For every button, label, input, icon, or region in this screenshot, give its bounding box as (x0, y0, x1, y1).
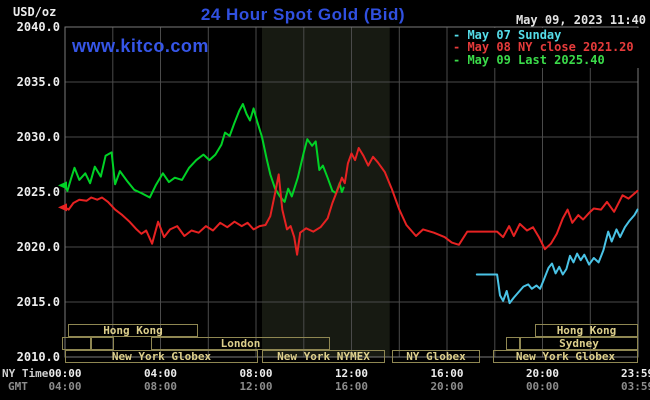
datetime-label: May 09, 2023 11:40 (515, 13, 646, 27)
y-axis-tick-label: 2020.0 (16, 240, 60, 254)
y-axis-tick-label: 2035.0 (16, 75, 60, 89)
y-axis-tick-label: 2040.0 (16, 20, 60, 34)
session-box-hong-kong: Hong Kong (535, 324, 638, 337)
x-axis-tick-ny: 16:00 (430, 367, 464, 380)
x-axis-tick-ny: 23:59 (621, 367, 650, 380)
x-axis-tick-ny: 00:00 (48, 367, 82, 380)
y-axis-tick-label: 2010.0 (16, 350, 60, 364)
session-box-new-york-globex: New York Globex (65, 350, 258, 363)
x-axis-tick-gmt: 16:00 (334, 380, 369, 393)
legend-item: - May 07 Sunday (453, 28, 562, 42)
session-box (62, 337, 91, 350)
y-axis-tick-label: 2025.0 (16, 185, 60, 199)
series-line-may07-sunday (475, 208, 639, 305)
session-box-hong-kong: Hong Kong (68, 324, 198, 337)
unit-label: USD/oz (13, 5, 57, 19)
x-axis-tick-gmt: 04:00 (48, 380, 82, 393)
x-axis-tick-ny: 20:00 (525, 367, 560, 380)
x-axis-tick-gmt: 00:00 (525, 380, 560, 393)
session-box (91, 337, 114, 350)
legend-item: - May 09 Last 2025.40 (453, 52, 605, 67)
series-start-arrow-may08 (58, 203, 67, 212)
page-title: 24 Hour Spot Gold (Bid) (200, 5, 406, 24)
x-axis-tick-ny: 04:00 (143, 367, 178, 380)
legend: - May 07 Sunday - May 08 NY close 2021.20… (449, 28, 650, 69)
session-box-new-york-globex: New York Globex (493, 350, 638, 363)
x-axis-tick-gmt: 03:59 (621, 380, 650, 393)
gmt-axis-label: GMT (8, 380, 28, 393)
series-start-arrow-may09 (58, 181, 67, 190)
session-box (506, 337, 520, 350)
session-box-new-york-nymex: New York NYMEX (262, 350, 385, 363)
x-axis-tick-ny: 08:00 (239, 367, 273, 380)
x-axis-tick-gmt: 20:00 (430, 380, 464, 393)
x-axis-tick-ny: 12:00 (334, 367, 369, 380)
session-box-ny-globex: NY Globex (392, 350, 480, 363)
ny-time-axis-label: NY Time (2, 367, 49, 380)
y-axis-tick-label: 2015.0 (16, 295, 60, 309)
session-box-london: London (151, 337, 330, 350)
session-box-sydney: Sydney (520, 337, 638, 350)
legend-item: - May 08 NY close 2021.20 (453, 40, 634, 55)
x-axis-tick-gmt: 08:00 (143, 380, 178, 393)
series-line-may08 (64, 147, 639, 256)
x-axis-tick-gmt: 12:00 (239, 380, 273, 393)
kitco-watermark: www.kitco.com (72, 36, 209, 56)
y-axis-tick-label: 2030.0 (16, 130, 60, 144)
series-line-may09 (64, 103, 345, 203)
plot-border (64, 26, 639, 358)
